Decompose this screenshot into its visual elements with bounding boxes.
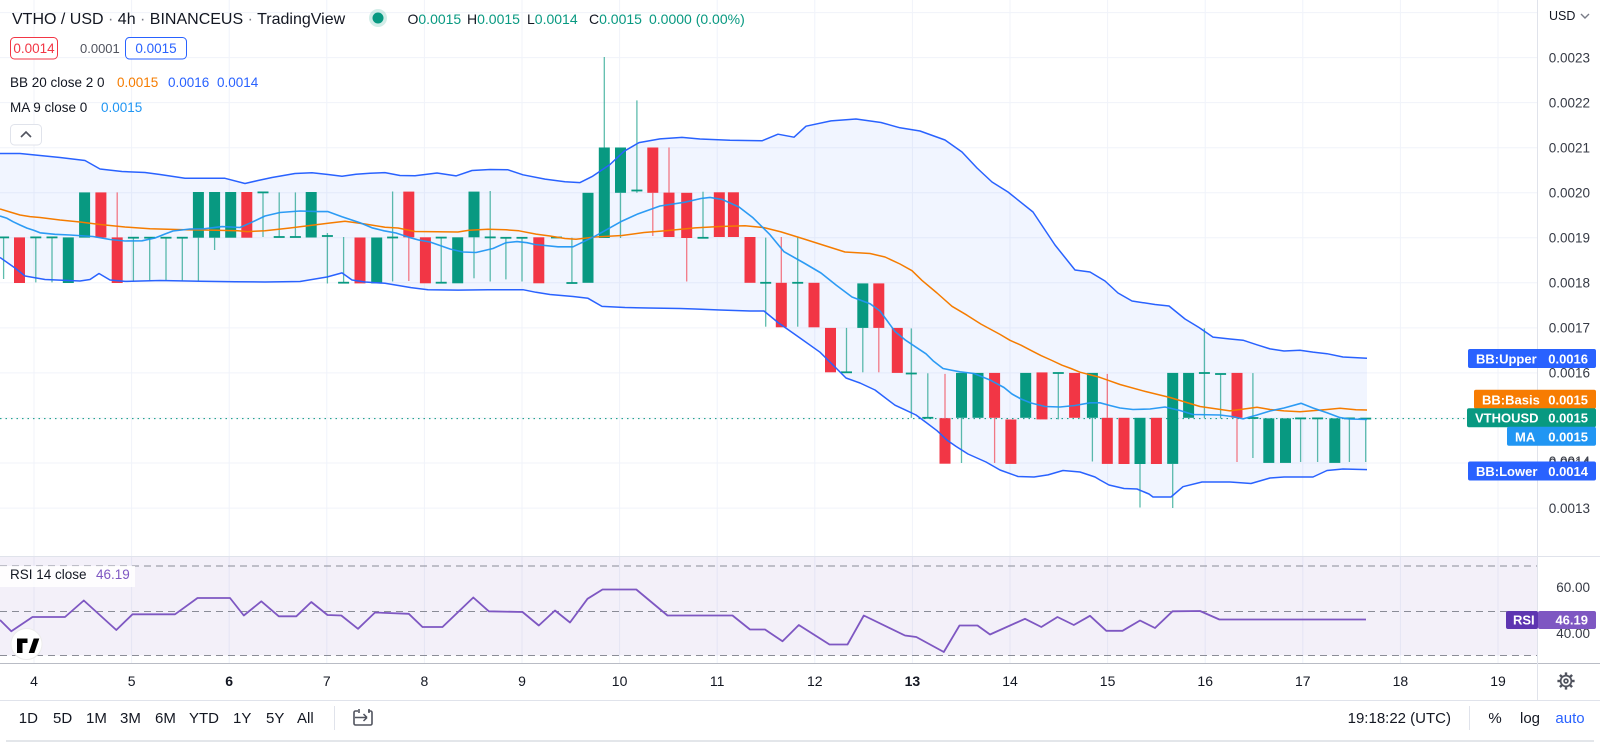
svg-text:H0.0015: H0.0015: [467, 11, 520, 27]
svg-text:0.0015: 0.0015: [101, 100, 142, 115]
svg-text:%: %: [1488, 710, 1501, 727]
svg-text:46.19: 46.19: [1555, 613, 1588, 628]
svg-text:BB:Upper: BB:Upper: [1476, 352, 1537, 367]
svg-text:3M: 3M: [120, 710, 141, 727]
svg-text:0.0016: 0.0016: [1549, 366, 1590, 381]
svg-text:RSI: RSI: [1513, 613, 1535, 628]
svg-text:YTD: YTD: [189, 710, 219, 727]
svg-text:19:18:22 (UTC): 19:18:22 (UTC): [1348, 710, 1451, 727]
svg-text:0.0014: 0.0014: [1548, 464, 1589, 479]
svg-text:46.19: 46.19: [96, 567, 130, 582]
svg-text:1M: 1M: [86, 710, 107, 727]
svg-text:16: 16: [1197, 673, 1213, 689]
svg-text:BB 20 close 2 0: BB 20 close 2 0: [10, 75, 105, 90]
svg-text:All: All: [297, 710, 314, 727]
svg-text:13: 13: [905, 673, 921, 689]
svg-text:19: 19: [1490, 673, 1506, 689]
svg-text:BB:Basis: BB:Basis: [1482, 392, 1540, 407]
svg-text:0.0022: 0.0022: [1549, 95, 1590, 110]
svg-text:1Y: 1Y: [233, 710, 251, 727]
svg-text:0.0016: 0.0016: [1548, 352, 1588, 367]
svg-text:BB:Lower: BB:Lower: [1476, 464, 1537, 479]
svg-text:0.0015: 0.0015: [1548, 411, 1588, 426]
svg-text:6: 6: [225, 673, 233, 689]
svg-text:5D: 5D: [53, 710, 72, 727]
svg-text:MA 9 close 0: MA 9 close 0: [10, 100, 87, 115]
svg-text:8: 8: [421, 673, 429, 689]
svg-text:RSI 14 close: RSI 14 close: [10, 567, 87, 582]
svg-text:0.0016: 0.0016: [168, 75, 209, 90]
svg-text:USD: USD: [1549, 9, 1575, 23]
svg-text:60.00: 60.00: [1556, 580, 1590, 595]
svg-text:12: 12: [807, 673, 823, 689]
svg-text:1D: 1D: [19, 710, 38, 727]
svg-text:0.0014: 0.0014: [217, 75, 259, 90]
svg-text:0.0021: 0.0021: [1549, 141, 1590, 156]
svg-text:C0.0015: C0.0015: [589, 11, 642, 27]
svg-text:5Y: 5Y: [266, 710, 284, 727]
svg-text:VTHO / USD · 4h · BINANCEUS ·: VTHO / USD · 4h · BINANCEUS · TradingVie…: [12, 11, 346, 28]
svg-text:10: 10: [612, 673, 628, 689]
svg-text:0.0023: 0.0023: [1549, 50, 1590, 65]
svg-text:0.0015: 0.0015: [1548, 392, 1588, 407]
svg-text:O0.0015: O0.0015: [408, 11, 462, 27]
svg-text:7: 7: [323, 673, 331, 689]
svg-text:auto: auto: [1555, 710, 1584, 727]
svg-text:L0.0014: L0.0014: [527, 11, 578, 27]
svg-text:MA: MA: [1515, 429, 1536, 444]
svg-text:0.0018: 0.0018: [1549, 276, 1590, 291]
svg-text:18: 18: [1393, 673, 1409, 689]
svg-text:0.0019: 0.0019: [1549, 231, 1590, 246]
svg-text:0.0015: 0.0015: [1548, 429, 1588, 444]
svg-text:0.0013: 0.0013: [1549, 501, 1590, 516]
svg-text:0.0015: 0.0015: [135, 41, 176, 56]
svg-text:6M: 6M: [155, 710, 176, 727]
svg-text:0.0020: 0.0020: [1549, 186, 1590, 201]
svg-text:VTHOUSD: VTHOUSD: [1475, 411, 1539, 426]
svg-text:40.00: 40.00: [1556, 626, 1590, 641]
svg-text:5: 5: [128, 673, 136, 689]
svg-text:0.0015: 0.0015: [117, 75, 158, 90]
svg-text:15: 15: [1100, 673, 1116, 689]
svg-text:0.0017: 0.0017: [1549, 321, 1590, 336]
svg-text:14: 14: [1002, 673, 1018, 689]
svg-text:0.0001: 0.0001: [80, 41, 120, 56]
svg-text:0.0014: 0.0014: [13, 41, 55, 56]
svg-text:log: log: [1520, 710, 1540, 727]
svg-text:17: 17: [1295, 673, 1311, 689]
svg-text:9: 9: [518, 673, 526, 689]
svg-text:0.0000 (0.00%): 0.0000 (0.00%): [649, 11, 745, 27]
svg-text:11: 11: [710, 673, 725, 689]
svg-text:4: 4: [30, 673, 38, 689]
